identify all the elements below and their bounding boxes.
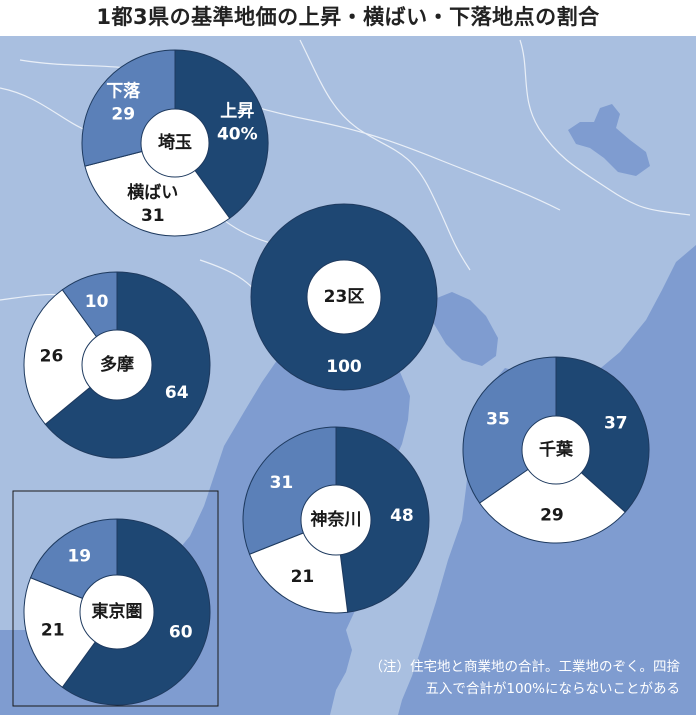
- river-line: [299, 39, 471, 271]
- donut-hole: [300, 484, 372, 556]
- region-label: 23区: [324, 287, 365, 307]
- pie-23区: 100 23区: [250, 203, 438, 391]
- donut-hole: [521, 415, 591, 485]
- value-label-flat: 21: [291, 567, 315, 587]
- value-label-flat: 29: [540, 505, 564, 525]
- slice-rise: [174, 49, 269, 219]
- value-label-fall: 31: [270, 473, 294, 493]
- donut-hole: [306, 259, 382, 335]
- value-label-rise: 40%: [217, 124, 258, 144]
- value-label-fall: 35: [486, 410, 510, 430]
- value-label-rise: 64: [165, 383, 189, 403]
- pie-多摩: 64 26 10 多摩: [23, 271, 211, 459]
- value-label-fall: 下落: [106, 81, 141, 101]
- value-label-rise: 100: [326, 357, 362, 377]
- value-label-fall: 29: [111, 104, 135, 124]
- slice-rise: [555, 356, 650, 513]
- slice-flat: [478, 449, 626, 544]
- donut-hole: [81, 329, 153, 401]
- region-label: 多摩: [100, 354, 134, 375]
- chart-title: 1都3県の基準地価の上昇・横ばい・下落地点の割合: [96, 5, 600, 29]
- river-line: [519, 39, 691, 216]
- inner-bay: [432, 292, 498, 366]
- value-label-rise: 上昇: [220, 101, 254, 121]
- pie-東京圏: 60 21 19 東京圏: [23, 518, 211, 706]
- region-label: 埼玉: [158, 132, 192, 153]
- slice-fall: [462, 356, 557, 504]
- value-label-flat: 31: [141, 206, 165, 226]
- footnote-line-2: 五入で合計が100%にならないことがある: [425, 681, 680, 697]
- inset-frame: [12, 490, 219, 707]
- value-label-flat: 21: [41, 621, 65, 641]
- footnote-line-1: （注）住宅地と商業地の合計。工業地のぞく。四捨: [369, 659, 681, 675]
- pie-千葉: 37 29 35 千葉: [462, 356, 650, 544]
- pie-神奈川: 48 21 31 神奈川: [242, 426, 430, 614]
- value-label-fall: 10: [85, 292, 109, 312]
- region-label: 東京圏: [92, 601, 143, 622]
- value-label-rise: 48: [390, 506, 414, 526]
- region-label: 千葉: [539, 439, 574, 460]
- slice-rise: [335, 426, 430, 613]
- slice-flat: [84, 142, 231, 237]
- value-label-flat: 26: [40, 347, 64, 367]
- footnote: （注）住宅地と商業地の合計。工業地のぞく。四捨 五入で合計が100%にならないこ…: [260, 656, 681, 700]
- value-label-rise: 37: [604, 413, 628, 433]
- donut-hole: [79, 574, 155, 650]
- value-label-rise: 60: [169, 623, 193, 643]
- donut-hole: [140, 108, 210, 178]
- region-label: 神奈川: [311, 509, 362, 530]
- pie-埼玉: 上昇 40% 横ばい 31 下落 29 埼玉: [81, 49, 269, 237]
- slice-flat: [23, 289, 118, 425]
- value-label-flat: 横ばい: [127, 182, 178, 203]
- lake: [568, 104, 650, 176]
- value-label-fall: 19: [67, 547, 91, 567]
